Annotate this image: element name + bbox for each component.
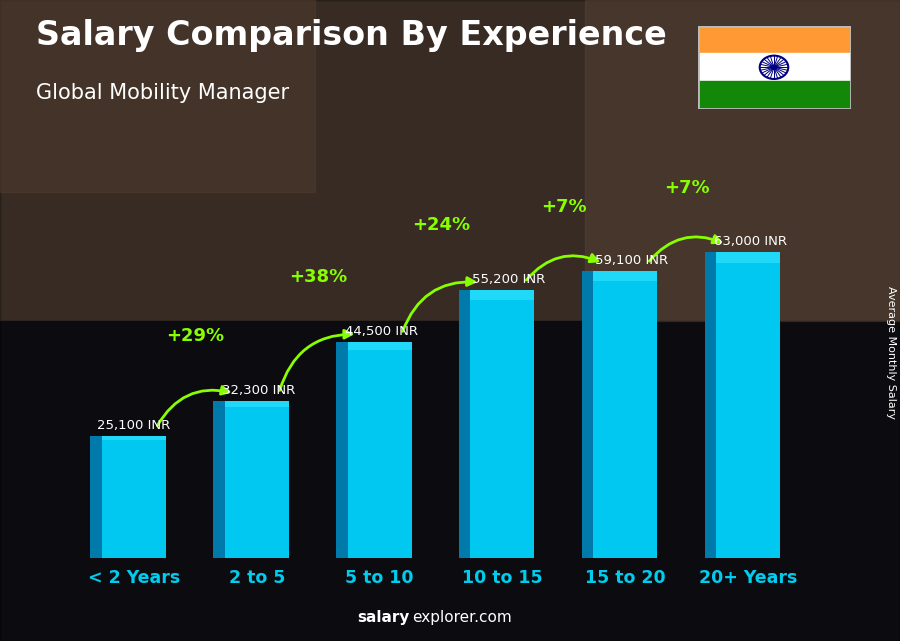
Bar: [698, 26, 850, 53]
Bar: [471, 290, 535, 299]
Bar: [90, 436, 102, 558]
Bar: [213, 401, 225, 558]
Bar: [0, 0, 315, 192]
Text: 32,300 INR: 32,300 INR: [222, 384, 295, 397]
Bar: [705, 253, 716, 558]
Text: 25,100 INR: 25,100 INR: [97, 419, 170, 432]
Text: Salary Comparison By Experience: Salary Comparison By Experience: [36, 19, 667, 52]
Bar: [471, 290, 535, 558]
Text: +7%: +7%: [664, 179, 709, 197]
Text: +38%: +38%: [289, 269, 347, 287]
Bar: [698, 81, 850, 109]
Text: 63,000 INR: 63,000 INR: [714, 235, 787, 248]
Text: Global Mobility Manager: Global Mobility Manager: [36, 83, 289, 103]
Bar: [347, 342, 411, 558]
Text: +24%: +24%: [412, 217, 470, 235]
Bar: [593, 271, 657, 558]
Bar: [0, 320, 900, 641]
Text: salary: salary: [357, 610, 410, 625]
Circle shape: [771, 65, 777, 69]
Text: 55,200 INR: 55,200 INR: [472, 273, 545, 286]
Bar: [716, 253, 780, 558]
Text: explorer.com: explorer.com: [412, 610, 512, 625]
Bar: [347, 342, 411, 349]
Text: +29%: +29%: [166, 328, 224, 345]
Bar: [593, 271, 657, 281]
Bar: [698, 53, 850, 81]
Bar: [581, 271, 593, 558]
Bar: [336, 342, 347, 558]
Bar: [0, 0, 900, 320]
Bar: [102, 436, 166, 440]
Bar: [459, 290, 471, 558]
Text: +7%: +7%: [541, 197, 587, 215]
Bar: [716, 253, 780, 263]
Bar: [585, 0, 900, 320]
Text: 59,100 INR: 59,100 INR: [595, 254, 668, 267]
Bar: [225, 401, 289, 558]
Text: 44,500 INR: 44,500 INR: [346, 325, 419, 338]
Text: Average Monthly Salary: Average Monthly Salary: [886, 286, 896, 419]
Bar: [225, 401, 289, 406]
Bar: [102, 436, 166, 558]
